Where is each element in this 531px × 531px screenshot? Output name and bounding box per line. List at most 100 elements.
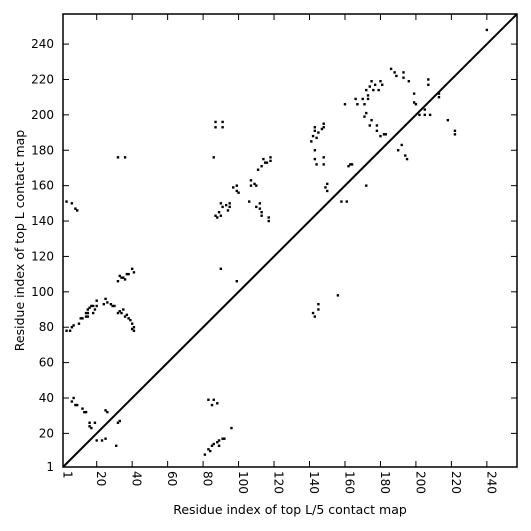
- x-tick-label: 200: [413, 471, 427, 494]
- contact-point: [125, 313, 129, 317]
- contact-point: [212, 442, 215, 446]
- contact-point: [132, 271, 136, 274]
- contact-point: [453, 133, 457, 136]
- contact-point: [423, 108, 426, 111]
- x-axis-title: Residue index of top L/5 contact map: [173, 502, 407, 517]
- contact-point: [356, 103, 359, 106]
- x-tick-label: 140: [307, 471, 321, 494]
- contact-point: [363, 115, 366, 118]
- x-tick-label: 160: [342, 471, 356, 494]
- contact-point: [93, 308, 97, 311]
- contact-point: [255, 205, 258, 209]
- contact-point: [324, 186, 327, 189]
- contact-point: [125, 272, 129, 276]
- contact-point: [226, 209, 230, 212]
- contact-point: [269, 156, 272, 159]
- contact-point: [95, 304, 98, 308]
- y-tick-label: 100: [31, 285, 54, 299]
- contact-point: [418, 113, 421, 117]
- contact-point: [379, 134, 382, 138]
- contact-point: [255, 184, 258, 187]
- contact-point: [221, 126, 224, 129]
- contact-point: [217, 210, 221, 214]
- contact-point: [405, 157, 409, 161]
- contact-point: [310, 140, 313, 143]
- contact-point: [375, 129, 379, 132]
- y-tick-label: 200: [31, 108, 54, 122]
- contact-point: [70, 326, 74, 329]
- contact-point: [118, 310, 121, 313]
- x-tick-label: 120: [272, 471, 286, 494]
- y-tick-label: 20: [39, 426, 54, 440]
- contact-point: [313, 157, 317, 161]
- contact-point: [122, 276, 125, 279]
- contact-point: [370, 118, 373, 122]
- contact-point: [88, 425, 91, 428]
- contact-point: [311, 134, 315, 138]
- y-tick-label: 240: [31, 37, 54, 51]
- y-tick-label: 180: [31, 143, 54, 157]
- x-tick-label: 1: [61, 471, 75, 479]
- x-tick-label: 220: [449, 471, 463, 494]
- contact-point: [317, 131, 320, 134]
- contact-point: [217, 439, 221, 442]
- contact-point: [354, 97, 357, 101]
- contact-point: [109, 303, 113, 306]
- contact-point: [84, 315, 88, 318]
- contact-point: [253, 182, 256, 186]
- contact-point: [214, 126, 217, 129]
- contact-point: [267, 216, 270, 219]
- contact-point: [90, 426, 93, 430]
- contact-point: [88, 306, 91, 309]
- contact-point: [86, 311, 90, 315]
- contact-point: [381, 83, 384, 86]
- contact-point: [437, 95, 441, 99]
- contact-point: [214, 120, 217, 124]
- contact-point: [232, 186, 235, 189]
- contact-point: [237, 191, 240, 194]
- contact-point: [402, 76, 405, 79]
- contact-point: [336, 294, 340, 297]
- contact-point: [384, 133, 387, 136]
- contact-point: [379, 80, 382, 83]
- contact-point: [258, 202, 262, 205]
- contact-point: [320, 127, 324, 131]
- contact-point: [437, 92, 441, 95]
- y-tick-label: 1: [46, 460, 54, 474]
- contact-point: [260, 164, 263, 168]
- contact-point: [70, 400, 74, 403]
- contact-point: [219, 202, 223, 205]
- x-tick-label: 20: [94, 471, 108, 486]
- contact-point: [123, 278, 127, 281]
- contact-point: [120, 311, 123, 315]
- contact-point: [127, 272, 130, 276]
- contact-point: [248, 200, 251, 203]
- contact-point: [91, 311, 95, 315]
- contact-point: [221, 437, 224, 440]
- contact-point: [258, 207, 262, 210]
- contact-point: [368, 124, 371, 127]
- contact-point: [219, 267, 223, 271]
- contact-point: [317, 308, 320, 311]
- contact-point: [375, 124, 379, 127]
- contact-point: [116, 311, 120, 315]
- y-tick-label: 80: [39, 320, 54, 334]
- contact-point: [322, 126, 325, 129]
- contact-point: [118, 274, 121, 278]
- contact-point: [68, 329, 72, 332]
- contact-point: [111, 304, 114, 308]
- contact-point: [88, 421, 91, 424]
- y-tick-label: 220: [31, 72, 54, 86]
- contact-point: [313, 126, 317, 129]
- y-tick-label: 140: [31, 214, 54, 228]
- contact-point: [361, 97, 364, 101]
- contact-point: [370, 80, 373, 83]
- contact-point: [83, 410, 86, 414]
- contact-point: [86, 315, 90, 318]
- contact-point: [224, 203, 228, 207]
- contact-point: [84, 311, 88, 315]
- contact-point: [84, 410, 88, 414]
- contact-point: [212, 398, 215, 401]
- contact-point: [118, 419, 121, 423]
- contact-point: [216, 216, 219, 219]
